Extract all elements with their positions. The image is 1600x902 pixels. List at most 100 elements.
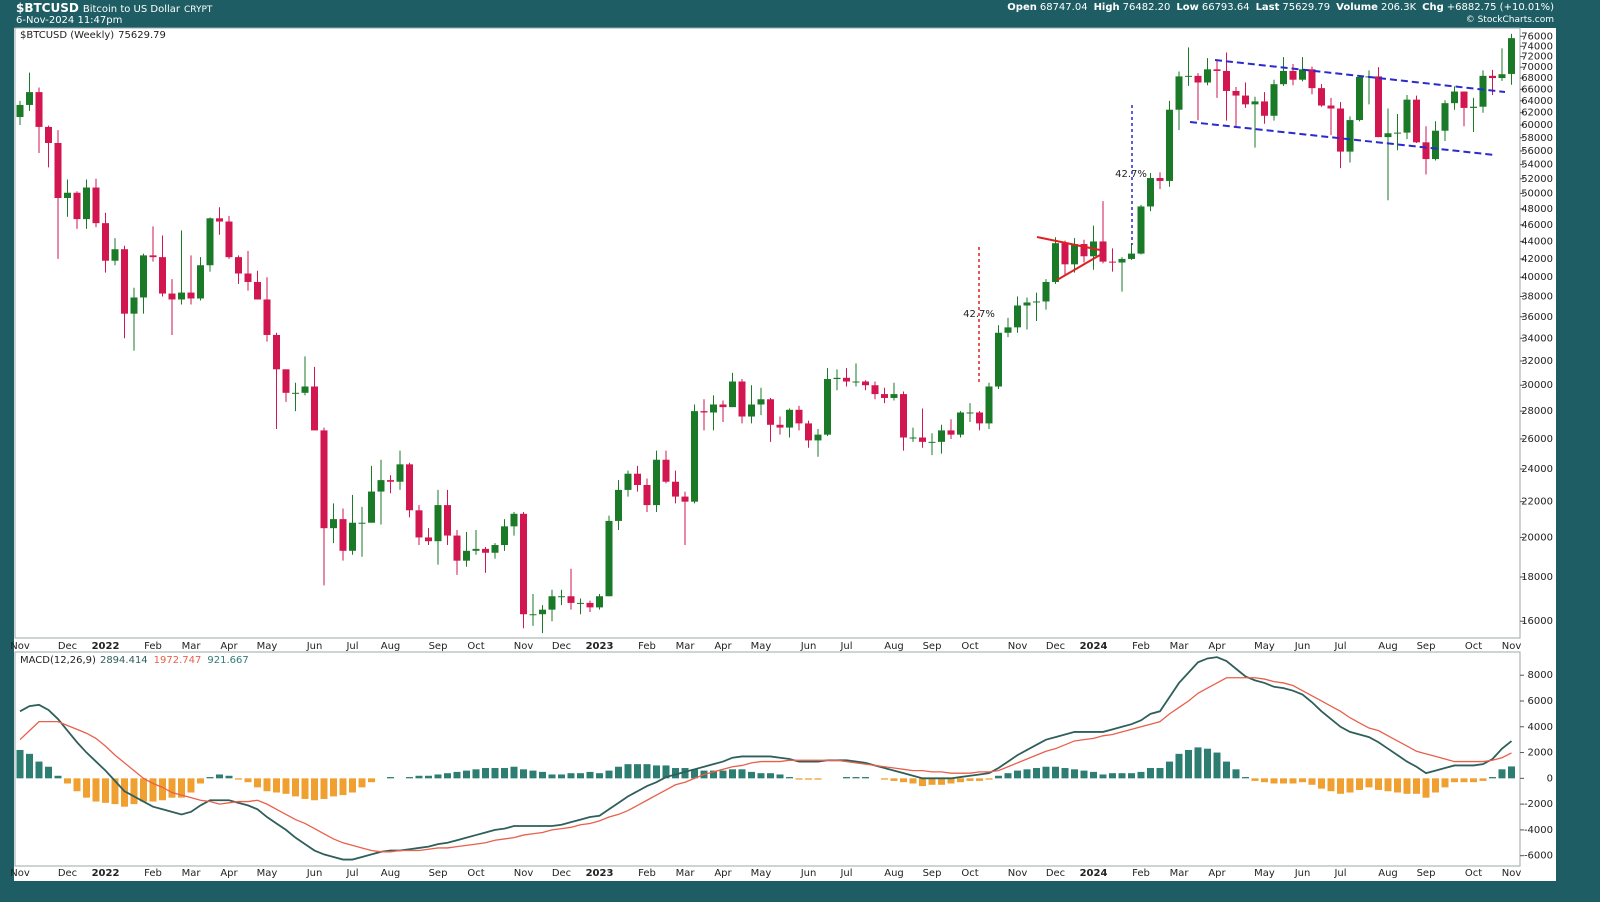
histogram-bar (605, 770, 613, 779)
x-tick-label: Aug (381, 641, 401, 652)
histogram-bar (406, 777, 413, 779)
histogram-bar (586, 771, 594, 779)
histogram-bar (1432, 778, 1439, 793)
histogram-bar (1128, 773, 1135, 779)
histogram-bar (577, 773, 584, 779)
histogram-bar (814, 778, 822, 780)
candle-body (947, 430, 955, 435)
candle-body (54, 142, 62, 199)
candle-body (1318, 88, 1325, 106)
candle-body (985, 386, 993, 424)
histogram-bar (472, 769, 480, 779)
x-tick-label: May (1254, 868, 1275, 879)
histogram-bar (1441, 778, 1449, 788)
histogram-bar (1365, 778, 1373, 788)
histogram-bar (805, 778, 812, 780)
x-tick-label: Jul (839, 641, 852, 652)
candle-body (596, 596, 603, 608)
histogram-bar (235, 778, 242, 780)
histogram-bar (130, 778, 138, 805)
quote-value: 75629.79 (1282, 2, 1331, 13)
x-tick-label: Oct (467, 641, 484, 652)
candle-body (73, 192, 81, 220)
histogram-bar (1042, 766, 1050, 779)
candle-body (748, 404, 755, 417)
legend-histogram: 921.667 (207, 655, 248, 666)
histogram-bar (140, 778, 147, 802)
x-tick-label: May (751, 641, 772, 652)
y-tick-label: 54000 (1521, 160, 1553, 171)
quote-value: 66793.64 (1201, 2, 1250, 13)
candle-body (672, 481, 679, 497)
candle-body (463, 550, 470, 561)
candle-body (1422, 142, 1430, 160)
histogram-bar (482, 768, 489, 779)
candle-body (83, 187, 90, 220)
candle-body (719, 404, 727, 408)
candle-body (1413, 99, 1420, 143)
candle-body (1327, 105, 1335, 109)
quote-value: 76482.20 (1122, 2, 1171, 13)
y-tick-label: 42000 (1521, 254, 1553, 265)
y-tick-label: 2000 (1528, 748, 1553, 759)
histogram-bar (453, 771, 461, 779)
histogram-bar (387, 777, 394, 779)
candle-body (1128, 253, 1135, 259)
candle-body (178, 292, 185, 300)
candle-body (1080, 244, 1088, 257)
candle-body (349, 522, 356, 551)
histogram-bar (957, 778, 964, 783)
candle-body (814, 434, 822, 441)
x-tick-label: Apr (714, 641, 732, 652)
candle-body (586, 602, 594, 608)
annotation: 42.7% (1115, 169, 1147, 180)
histogram-bar (187, 778, 195, 793)
y-tick-label: 62000 (1521, 108, 1553, 119)
candle-body (681, 496, 689, 502)
candle-body (938, 430, 945, 442)
histogram-bar (92, 778, 100, 802)
histogram-bar (64, 778, 71, 784)
candle-body (425, 537, 432, 542)
candle-body (1403, 99, 1411, 133)
histogram-bar (26, 753, 33, 779)
candle-body (833, 377, 841, 380)
candle-body (1156, 178, 1164, 181)
candle-body (415, 510, 423, 538)
candle-body (900, 394, 907, 438)
y-tick-label: 24000 (1521, 464, 1553, 475)
candle-body (890, 394, 898, 398)
candle-body (235, 257, 242, 274)
indicator-line (19, 656, 1513, 861)
x-tick-label: 2022 (92, 641, 120, 652)
header: $BTCUSD Bitcoin to US Dollar CRYPT 6-Nov-2… (0, 0, 1600, 28)
histogram-bar (244, 778, 252, 783)
x-tick-label: Sep (429, 641, 448, 652)
candle-body (624, 473, 632, 490)
candle-body (843, 377, 850, 382)
histogram-bar (45, 766, 52, 779)
candle-body (491, 545, 499, 553)
histogram-bar (206, 777, 214, 779)
y-tick-label: 74000 (1521, 41, 1553, 52)
candle-body (225, 221, 233, 258)
candle-body (1251, 101, 1259, 105)
candle-body (1308, 69, 1316, 89)
candle-body (368, 491, 375, 523)
histogram-bar (1156, 768, 1164, 779)
histogram-bar (767, 773, 774, 779)
x-tick-label: Nov (514, 641, 534, 652)
x-tick-label: Apr (220, 868, 238, 879)
histogram-bar (501, 768, 508, 779)
histogram-bar (757, 773, 765, 779)
candle-body (1109, 261, 1116, 263)
candle-body (140, 255, 147, 298)
candle-body (187, 292, 195, 299)
candle-body (757, 399, 765, 405)
candle-body (577, 602, 584, 604)
candle-body (330, 519, 337, 529)
histogram-bar (1242, 777, 1249, 779)
quote-value: 206.3K (1380, 2, 1417, 13)
histogram-bar (596, 773, 603, 779)
